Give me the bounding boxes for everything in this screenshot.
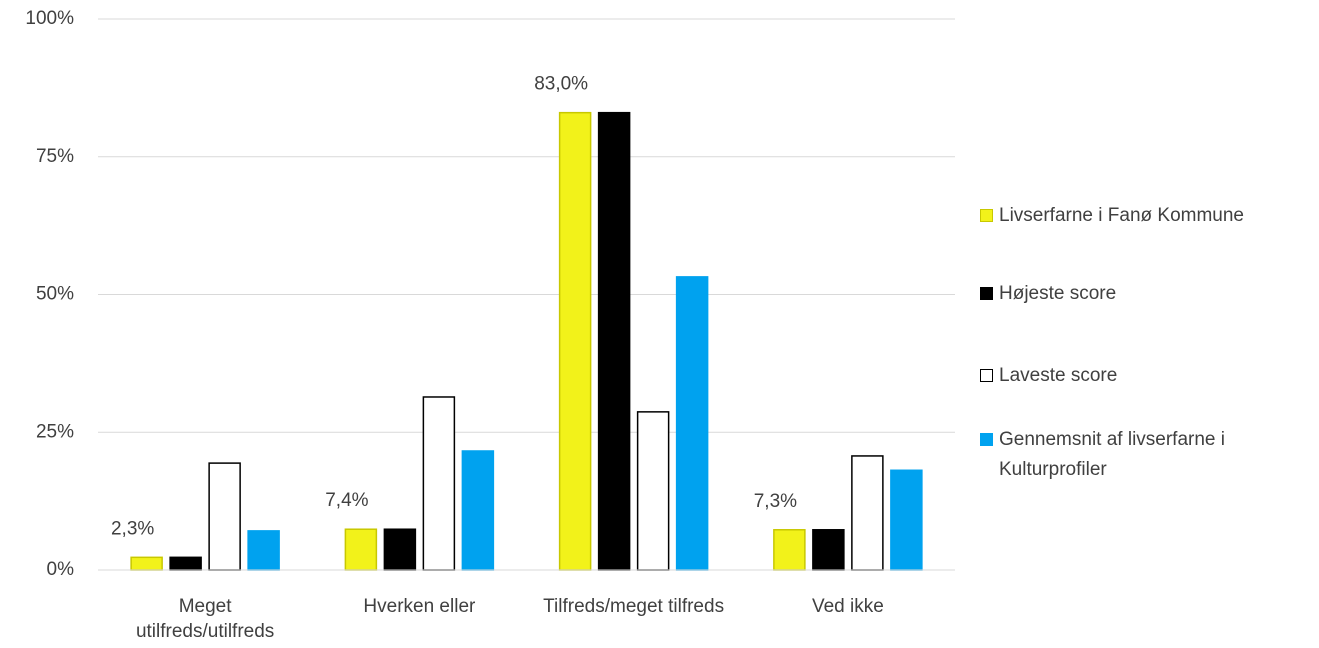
bar <box>773 529 806 571</box>
bar <box>383 528 417 571</box>
legend-item: Laveste score <box>980 361 1310 391</box>
bar <box>597 111 631 571</box>
legend-swatch <box>980 369 993 382</box>
bar <box>461 450 495 571</box>
bar <box>890 469 923 571</box>
bar <box>558 111 592 571</box>
legend-swatch <box>980 209 993 222</box>
y-tick-label: 100% <box>25 8 74 29</box>
bar <box>208 462 241 571</box>
legend-item: Højeste score <box>980 279 1310 309</box>
legend-label: Laveste score <box>999 365 1118 386</box>
bar <box>812 529 845 571</box>
y-tick-label: 25% <box>36 421 74 442</box>
data-label: 83,0% <box>534 74 588 95</box>
x-tick-label: Hverken eller <box>363 596 476 617</box>
legend-item: Livserfarne i Fanø Kommune <box>980 201 1310 231</box>
bar <box>247 530 280 571</box>
bar <box>851 455 884 571</box>
bar <box>422 396 456 571</box>
legend-swatch <box>980 433 993 446</box>
x-tick-label: Meget utilfreds/utilfreds <box>135 596 275 642</box>
bar <box>169 556 202 571</box>
y-tick-label: 50% <box>36 284 74 305</box>
legend-item: Gennemsnit af livserfarne i Kulturprofil… <box>980 425 1310 485</box>
y-tick-label: 75% <box>36 146 74 167</box>
data-label: 7,4% <box>325 490 368 511</box>
x-tick-label: Tilfreds/meget tilfreds <box>543 596 725 617</box>
x-tick-label: Ved ikke <box>811 596 884 617</box>
bar <box>130 556 163 571</box>
y-tick-label: 0% <box>47 559 75 580</box>
data-label: 2,3% <box>111 518 154 539</box>
data-label: 7,3% <box>754 491 797 512</box>
legend-label: Gennemsnit af livserfarne i Kulturprofil… <box>999 429 1225 480</box>
bar <box>344 528 378 571</box>
legend-label: Livserfarne i Fanø Kommune <box>999 205 1244 226</box>
bar <box>675 276 709 571</box>
legend-label: Højeste score <box>999 283 1117 304</box>
bar <box>636 411 670 571</box>
legend-swatch <box>980 287 993 300</box>
